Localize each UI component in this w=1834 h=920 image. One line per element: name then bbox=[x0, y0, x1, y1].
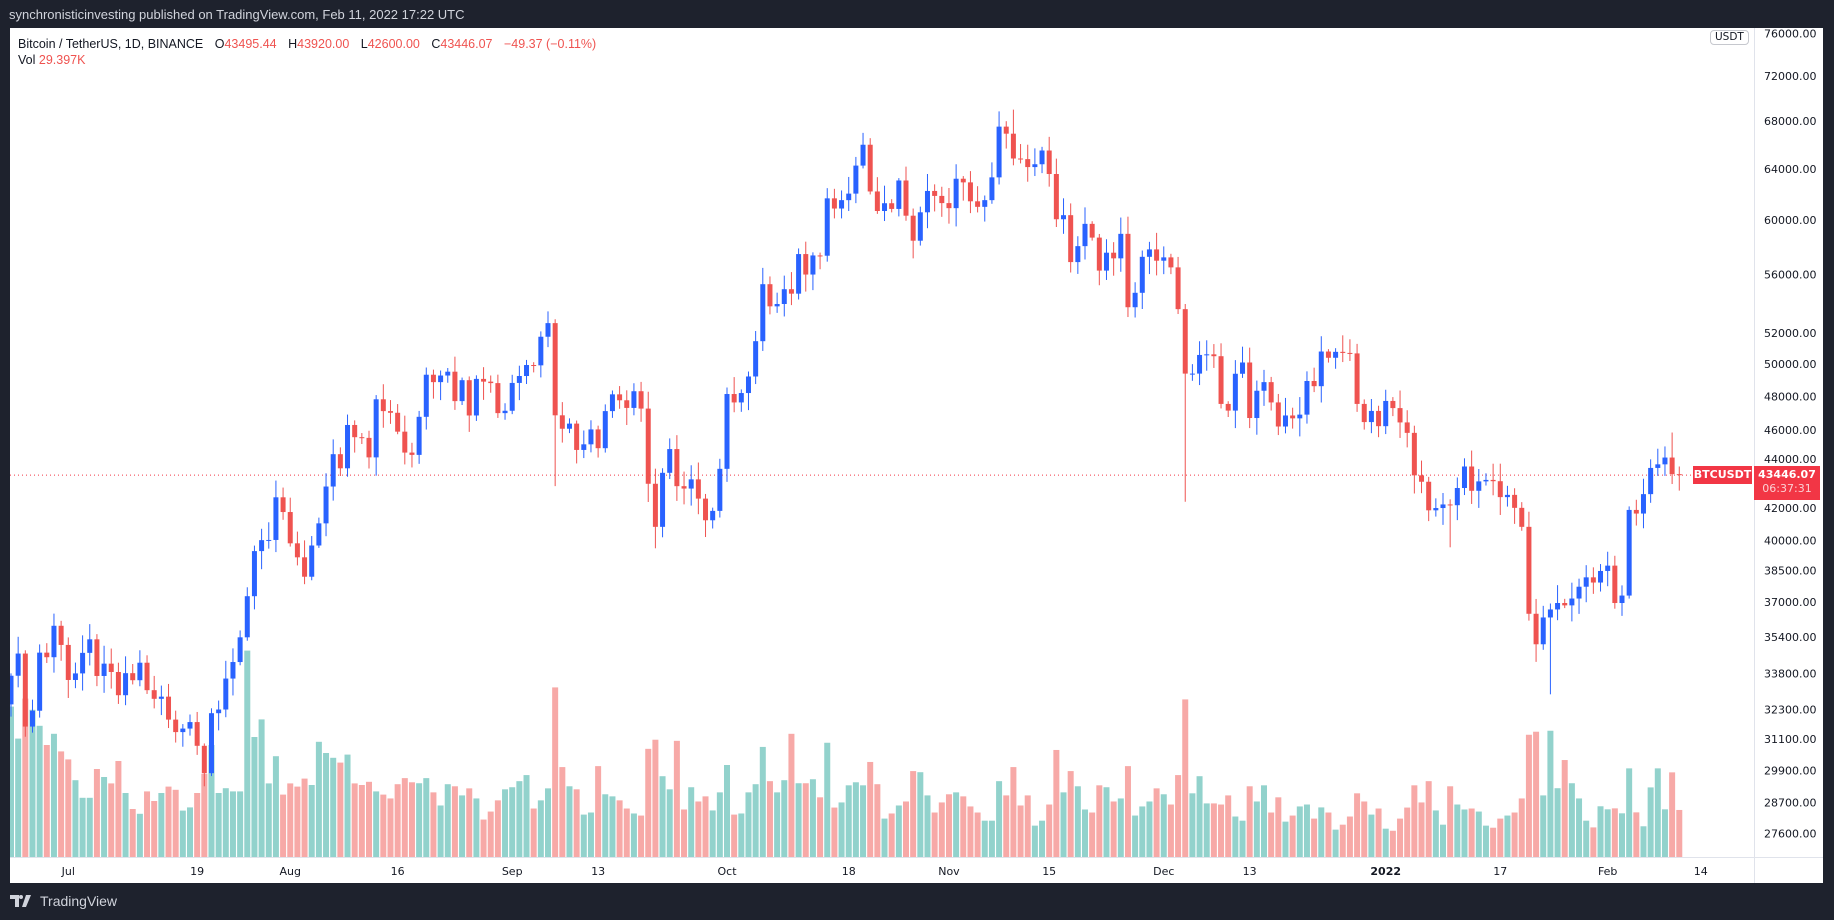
symbol-price-tag: BTCUSDT bbox=[1693, 466, 1752, 485]
volume-label[interactable]: Vol bbox=[18, 53, 36, 67]
tradingview-logo[interactable]: TradingView bbox=[10, 893, 117, 909]
chart-legend: Bitcoin / TetherUS, 1D, BINANCE O43495.4… bbox=[18, 36, 596, 68]
bar-countdown: 06:37:31 bbox=[1762, 482, 1812, 496]
price-axis[interactable] bbox=[1754, 28, 1824, 883]
brand-name: TradingView bbox=[40, 893, 118, 909]
symbol-title[interactable]: Bitcoin / TetherUS, 1D, BINANCE bbox=[18, 37, 204, 51]
open-label: O bbox=[214, 37, 225, 51]
last-price: 43446.07 bbox=[1758, 468, 1816, 482]
time-axis[interactable] bbox=[10, 857, 1823, 884]
change-value: −49.37 (−0.11%) bbox=[504, 37, 597, 51]
low-label: L bbox=[360, 37, 368, 51]
currency-badge[interactable]: USDT bbox=[1710, 30, 1749, 45]
high-label: H bbox=[288, 37, 298, 51]
close-value: 43446.07 bbox=[440, 37, 493, 51]
chart-panel[interactable]: Bitcoin / TetherUS, 1D, BINANCE O43495.4… bbox=[10, 28, 1823, 883]
close-label: C bbox=[431, 37, 441, 51]
high-value: 43920.00 bbox=[297, 37, 350, 51]
tradingview-logo-icon bbox=[10, 895, 31, 907]
open-value: 43495.44 bbox=[224, 37, 277, 51]
published-caption: synchronisticinvesting published on Trad… bbox=[9, 7, 465, 22]
volume-value: 29.397K bbox=[38, 53, 86, 67]
ohlc-row: Bitcoin / TetherUS, 1D, BINANCE O43495.4… bbox=[18, 36, 596, 52]
last-price-tag: 43446.07 06:37:31 bbox=[1754, 466, 1820, 501]
volume-row: Vol 29.397K bbox=[18, 52, 596, 68]
low-value: 42600.00 bbox=[367, 37, 420, 51]
